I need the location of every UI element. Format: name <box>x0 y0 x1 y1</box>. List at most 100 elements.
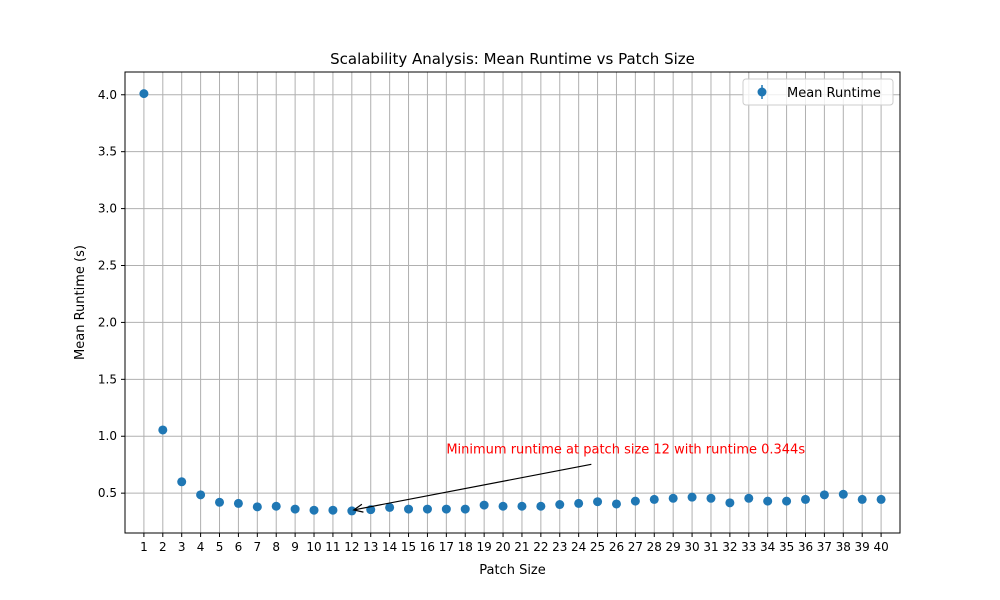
x-tick-label: 35 <box>779 540 794 554</box>
x-tick-label: 4 <box>197 540 205 554</box>
legend-box <box>742 78 894 106</box>
plot-frame <box>124 71 901 534</box>
data-point <box>763 496 773 506</box>
x-tick-label: 20 <box>495 540 510 554</box>
data-point <box>725 498 735 508</box>
data-point <box>876 494 886 504</box>
x-tick-label: 28 <box>647 540 662 554</box>
x-tick-label: 22 <box>533 540 548 554</box>
x-tick-label: 32 <box>722 540 737 554</box>
x-tick-label: 18 <box>458 540 473 554</box>
x-tick-label: 5 <box>216 540 224 554</box>
x-tick-label: 16 <box>420 540 435 554</box>
data-point <box>460 504 470 514</box>
x-tick-label: 37 <box>817 540 832 554</box>
x-tick-label: 36 <box>798 540 813 554</box>
x-tick-label: 39 <box>855 540 870 554</box>
x-tick-label: 30 <box>684 540 699 554</box>
data-points <box>139 89 886 516</box>
axis-ticks: 1 2 3 4 5 6 7 8 9 10 11 12 13 14 15 16 17 18 19 20 21 22 23 24 2… <box>98 88 889 554</box>
x-tick-label: 13 <box>363 540 378 554</box>
chart-title: Scalability Analysis: Mean Runtime vs Pa… <box>330 50 695 68</box>
x-tick-label: 17 <box>439 540 454 554</box>
data-point <box>479 500 489 510</box>
y-tick-label: 1.0 <box>98 429 117 443</box>
x-tick-label: 15 <box>401 540 416 554</box>
data-point <box>706 493 716 503</box>
data-point <box>290 504 300 514</box>
x-tick-label: 9 <box>291 540 299 554</box>
data-point <box>441 504 451 514</box>
x-tick-label: 7 <box>253 540 261 554</box>
data-point <box>309 505 319 515</box>
x-tick-label: 12 <box>344 540 359 554</box>
annotation-text: Minimum runtime at patch size 12 with ru… <box>446 442 805 457</box>
x-tick-label: 1 <box>140 540 148 554</box>
x-tick-label: 27 <box>628 540 643 554</box>
data-point <box>139 89 149 99</box>
data-point <box>536 501 546 511</box>
y-tick-label: 3.5 <box>98 145 117 159</box>
data-point <box>555 500 565 510</box>
data-point <box>574 498 584 508</box>
legend-marker <box>757 87 767 97</box>
data-point <box>857 494 867 504</box>
data-point <box>630 496 640 506</box>
data-point <box>215 497 225 507</box>
data-point <box>800 494 810 504</box>
legend-entry-label: Mean Runtime <box>787 86 881 101</box>
x-tick-label: 14 <box>382 540 397 554</box>
x-tick-label: 10 <box>306 540 321 554</box>
x-tick-label: 11 <box>325 540 340 554</box>
data-point <box>744 493 754 503</box>
x-tick-label: 25 <box>590 540 605 554</box>
x-tick-label: 8 <box>272 540 280 554</box>
x-tick-label: 2 <box>159 540 167 554</box>
x-tick-label: 3 <box>178 540 186 554</box>
data-point <box>498 501 508 511</box>
x-tick-label: 21 <box>514 540 529 554</box>
x-tick-label: 26 <box>609 540 624 554</box>
x-tick-label: 31 <box>703 540 718 554</box>
data-point <box>517 501 527 511</box>
x-tick-label: 23 <box>552 540 567 554</box>
data-point <box>385 502 395 512</box>
y-tick-label: 2.0 <box>98 315 117 329</box>
annotation: Minimum runtime at patch size 12 with ru… <box>352 442 805 513</box>
data-point <box>782 496 792 506</box>
y-tick-label: 2.5 <box>98 259 117 273</box>
data-point <box>611 499 621 509</box>
data-point <box>819 490 829 500</box>
x-tick-label: 38 <box>836 540 851 554</box>
data-point <box>158 425 168 435</box>
data-point <box>347 506 357 516</box>
legend: Mean Runtime <box>742 78 894 106</box>
data-point <box>422 504 432 514</box>
x-tick-label: 29 <box>666 540 681 554</box>
x-tick-label: 40 <box>873 540 888 554</box>
data-point <box>196 490 206 500</box>
x-tick-label: 34 <box>760 540 775 554</box>
x-axis-label: Patch Size <box>479 563 546 578</box>
y-tick-label: 0.5 <box>98 486 117 500</box>
data-point <box>649 494 659 504</box>
y-tick-label: 4.0 <box>98 88 117 102</box>
x-tick-label: 33 <box>741 540 756 554</box>
x-tick-label: 19 <box>477 540 492 554</box>
grid <box>125 72 900 533</box>
data-point <box>668 493 678 503</box>
y-axis-label: Mean Runtime (s) <box>73 245 88 360</box>
data-point <box>252 502 262 512</box>
y-tick-label: 1.5 <box>98 372 117 386</box>
y-tick-label: 3.0 <box>98 202 117 216</box>
data-point <box>328 505 338 515</box>
data-point <box>177 477 187 487</box>
data-point <box>404 504 414 514</box>
annotation-arrow <box>353 463 592 511</box>
x-tick-label: 24 <box>571 540 586 554</box>
data-point <box>233 498 243 508</box>
data-point <box>838 489 848 499</box>
data-point <box>593 497 603 507</box>
